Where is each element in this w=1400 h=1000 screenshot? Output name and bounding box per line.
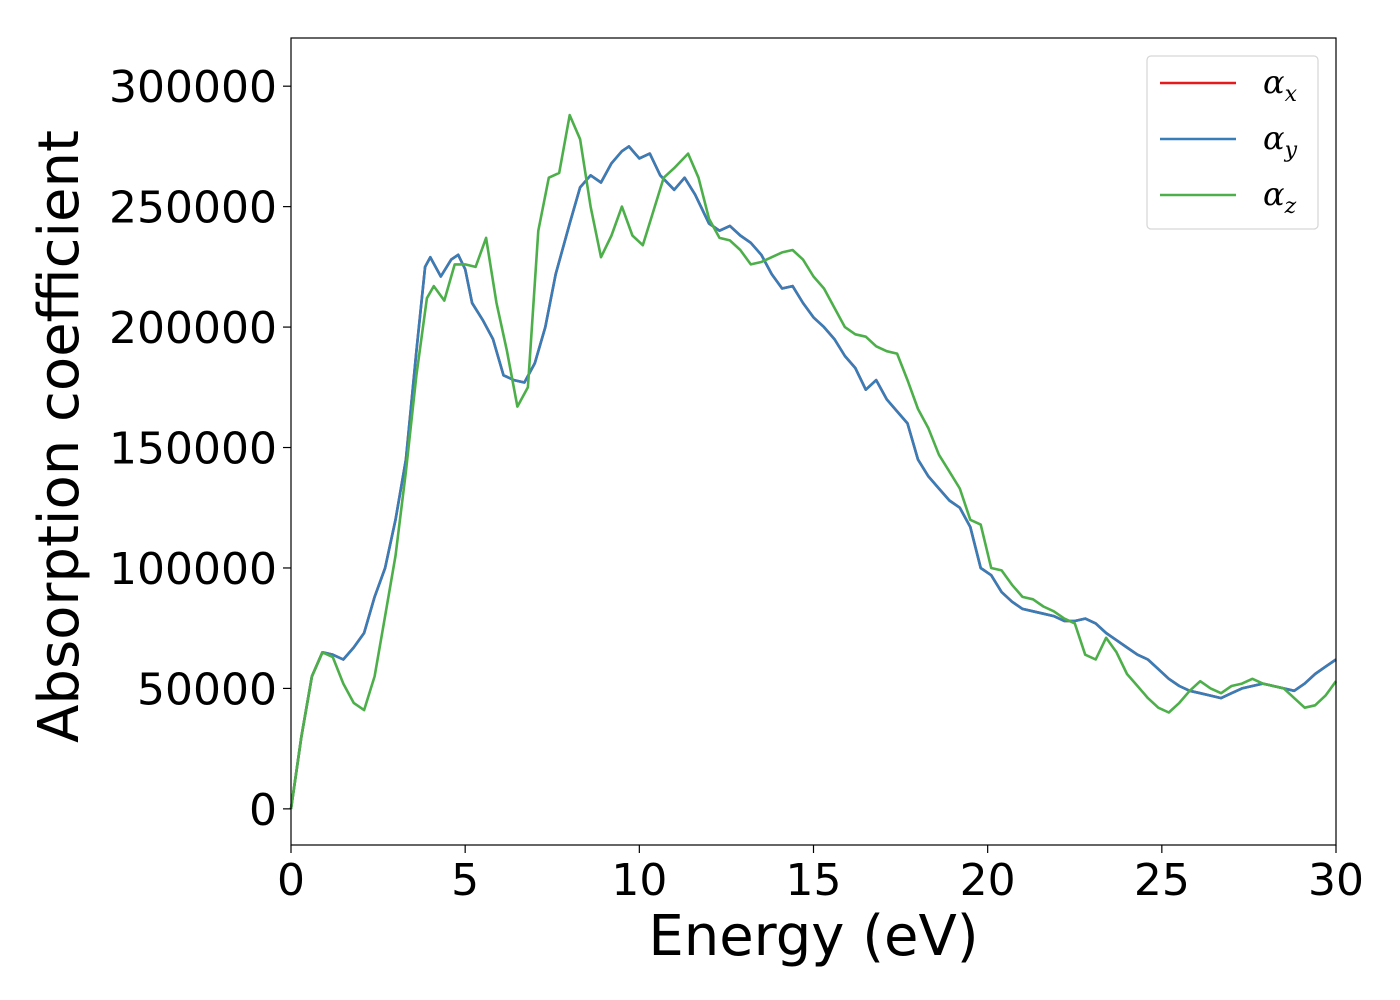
legend-label-y: αy: [1263, 119, 1298, 163]
legend-label-x: αx: [1263, 63, 1298, 107]
y-tick-label: 150000: [109, 424, 277, 475]
x-tick-label: 20: [960, 855, 1016, 906]
legend-subscript: z: [1284, 194, 1297, 219]
y-tick-label: 0: [249, 785, 277, 836]
y-tick-label: 100000: [109, 544, 277, 595]
x-tick-label: 25: [1134, 855, 1190, 906]
y-tick-label: 300000: [109, 62, 277, 113]
legend-symbol: α: [1263, 175, 1285, 213]
y-axis-title: Absorption coefficient: [27, 130, 92, 743]
y-tick-label: 250000: [109, 183, 277, 234]
legend-label-z: αz: [1263, 175, 1297, 219]
series-layer: [289, 113, 1338, 810]
legend-subscript: x: [1285, 82, 1298, 107]
y-tick-label: 200000: [109, 303, 277, 354]
legend-subscript: y: [1284, 138, 1298, 163]
y-axis: 0 50000 100000 150000 200000 250000 300000: [109, 62, 291, 836]
x-tick-label: 10: [611, 855, 667, 906]
x-axis: 0 5 10 15 20 25 30: [277, 845, 1364, 906]
legend-box: [1146, 55, 1319, 230]
x-tick-label: 15: [786, 855, 842, 906]
x-tick-label: 30: [1308, 855, 1364, 906]
x-tick-label: 5: [451, 855, 479, 906]
series-line-z: [289, 113, 1338, 810]
legend-symbol: α: [1263, 63, 1285, 101]
series-line-y: [289, 145, 1337, 810]
legend-symbol: α: [1263, 119, 1285, 157]
series-line-x: [289, 145, 1337, 810]
x-tick-label: 0: [277, 855, 305, 906]
y-tick-label: 50000: [137, 664, 277, 715]
x-axis-title: Energy (eV): [648, 904, 978, 969]
